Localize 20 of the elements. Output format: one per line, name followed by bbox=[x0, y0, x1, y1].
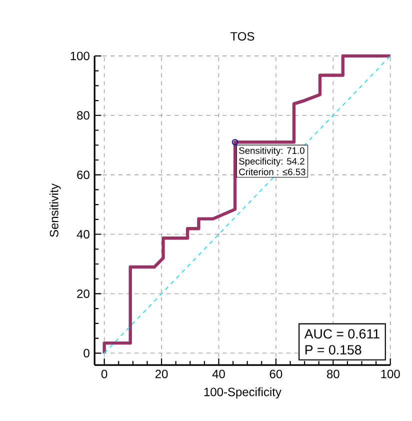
x-tick-label: 100 bbox=[381, 370, 400, 378]
y-axis-title: Sensitivity bbox=[50, 184, 61, 237]
x-axis-title: 100-Specificity bbox=[204, 387, 282, 399]
annotation: Specificity: 54.2 bbox=[239, 158, 304, 166]
y-tick-label: 20 bbox=[77, 289, 90, 298]
annotation: AUC = 0.611 bbox=[304, 329, 380, 339]
x-tick-label: 20 bbox=[156, 370, 168, 378]
y-tick-label: 100 bbox=[70, 52, 90, 60]
x-tick-label: 80 bbox=[327, 370, 340, 378]
annotation: Sensitivity: 71.0 bbox=[239, 147, 305, 156]
y-tick-label: 0 bbox=[84, 348, 90, 358]
annotation: Criterion : ≤6.53 bbox=[239, 168, 306, 176]
y-tick-label: 60 bbox=[77, 170, 90, 180]
chart-title: TOS bbox=[230, 32, 254, 41]
y-tick-label: 80 bbox=[77, 111, 90, 120]
x-tick-label: 40 bbox=[212, 370, 226, 378]
y-tick-label: 40 bbox=[76, 230, 90, 239]
x-tick-label: 60 bbox=[270, 370, 282, 378]
x-tick-label: 0 bbox=[102, 370, 108, 378]
annotation: P = 0.158 bbox=[306, 345, 362, 355]
